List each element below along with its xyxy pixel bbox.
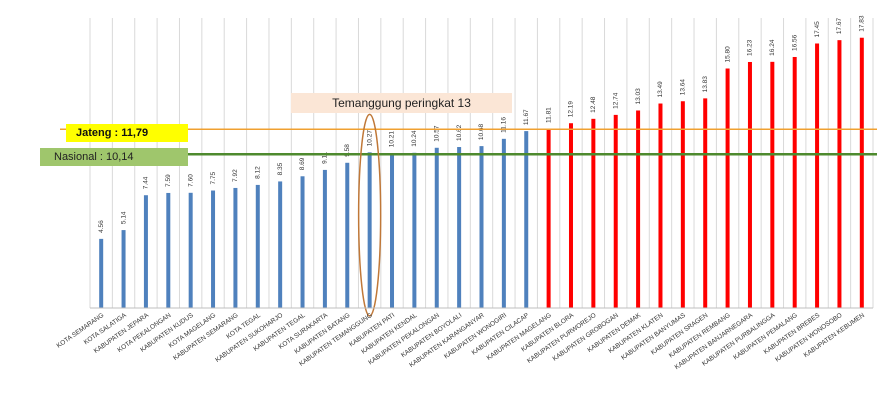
bar bbox=[747, 61, 752, 309]
nasional-label: Nasional : 10,14 bbox=[40, 148, 188, 166]
bar bbox=[345, 162, 350, 308]
data-label: 5.14 bbox=[120, 211, 127, 224]
bar bbox=[725, 68, 730, 308]
data-label: 12.74 bbox=[612, 92, 619, 109]
data-label: 10.21 bbox=[389, 131, 396, 148]
bar bbox=[278, 181, 283, 308]
data-label: 11.16 bbox=[501, 117, 508, 133]
data-label: 13.64 bbox=[680, 79, 687, 96]
data-label: 10.57 bbox=[433, 125, 440, 142]
data-label: 10.68 bbox=[478, 123, 485, 140]
bar bbox=[524, 131, 529, 308]
bar bbox=[613, 114, 618, 308]
bar bbox=[99, 238, 104, 308]
data-label: 13.03 bbox=[635, 88, 642, 105]
bar bbox=[479, 146, 484, 308]
bar bbox=[300, 176, 305, 308]
bar bbox=[501, 138, 506, 308]
data-label: 11.67 bbox=[523, 109, 530, 125]
data-label: 10.62 bbox=[456, 124, 463, 141]
data-label: 4.56 bbox=[98, 220, 105, 233]
data-label: 10.27 bbox=[366, 130, 373, 147]
bar bbox=[143, 195, 148, 308]
data-label: 7.75 bbox=[210, 171, 217, 184]
bar bbox=[457, 147, 462, 308]
data-label: 7.59 bbox=[165, 174, 172, 187]
data-label: 11.81 bbox=[545, 107, 552, 123]
bar bbox=[188, 192, 193, 308]
data-label: 17.67 bbox=[836, 18, 843, 35]
bar bbox=[792, 56, 797, 309]
data-label: 9.11 bbox=[322, 151, 329, 164]
data-label: 12.19 bbox=[568, 101, 575, 118]
bar bbox=[837, 40, 842, 308]
data-label: 15.80 bbox=[724, 46, 731, 63]
data-label: 7.44 bbox=[143, 176, 150, 189]
bar bbox=[859, 37, 864, 308]
data-label: 8.69 bbox=[299, 157, 306, 170]
bar bbox=[390, 153, 395, 308]
bar bbox=[434, 147, 439, 308]
bar bbox=[680, 101, 685, 309]
jateng-label: Jateng : 11,79 bbox=[66, 124, 188, 142]
bar bbox=[211, 190, 216, 308]
data-label: 8.12 bbox=[255, 166, 262, 179]
bar bbox=[568, 123, 573, 308]
bar bbox=[121, 230, 126, 308]
bar bbox=[322, 169, 327, 308]
data-label: 16.23 bbox=[747, 39, 754, 56]
data-label: 7.60 bbox=[187, 174, 194, 187]
annotation-label: Temanggung peringkat 13 bbox=[291, 93, 512, 113]
bar bbox=[770, 61, 775, 309]
data-label: 17.45 bbox=[814, 21, 821, 38]
bar bbox=[546, 128, 551, 308]
data-label: 16.24 bbox=[769, 39, 776, 56]
data-label: 8.35 bbox=[277, 162, 284, 175]
data-label: 17.83 bbox=[859, 15, 866, 32]
bar bbox=[367, 152, 372, 308]
bar bbox=[703, 98, 708, 308]
bar bbox=[166, 192, 171, 308]
data-label: 10.24 bbox=[411, 130, 418, 147]
data-label: 12.48 bbox=[590, 96, 597, 113]
data-label: 9.58 bbox=[344, 144, 351, 157]
highlight-ellipse bbox=[357, 113, 382, 317]
bar bbox=[233, 187, 238, 308]
data-label: 7.92 bbox=[232, 169, 239, 182]
data-label: 16.56 bbox=[791, 34, 798, 51]
bar bbox=[591, 118, 596, 309]
bar bbox=[255, 184, 260, 308]
bar bbox=[815, 43, 820, 308]
data-label: 13.83 bbox=[702, 76, 709, 93]
data-label: 13.49 bbox=[657, 81, 664, 98]
bar bbox=[412, 152, 417, 308]
bar bbox=[636, 110, 641, 308]
bar bbox=[658, 103, 663, 309]
